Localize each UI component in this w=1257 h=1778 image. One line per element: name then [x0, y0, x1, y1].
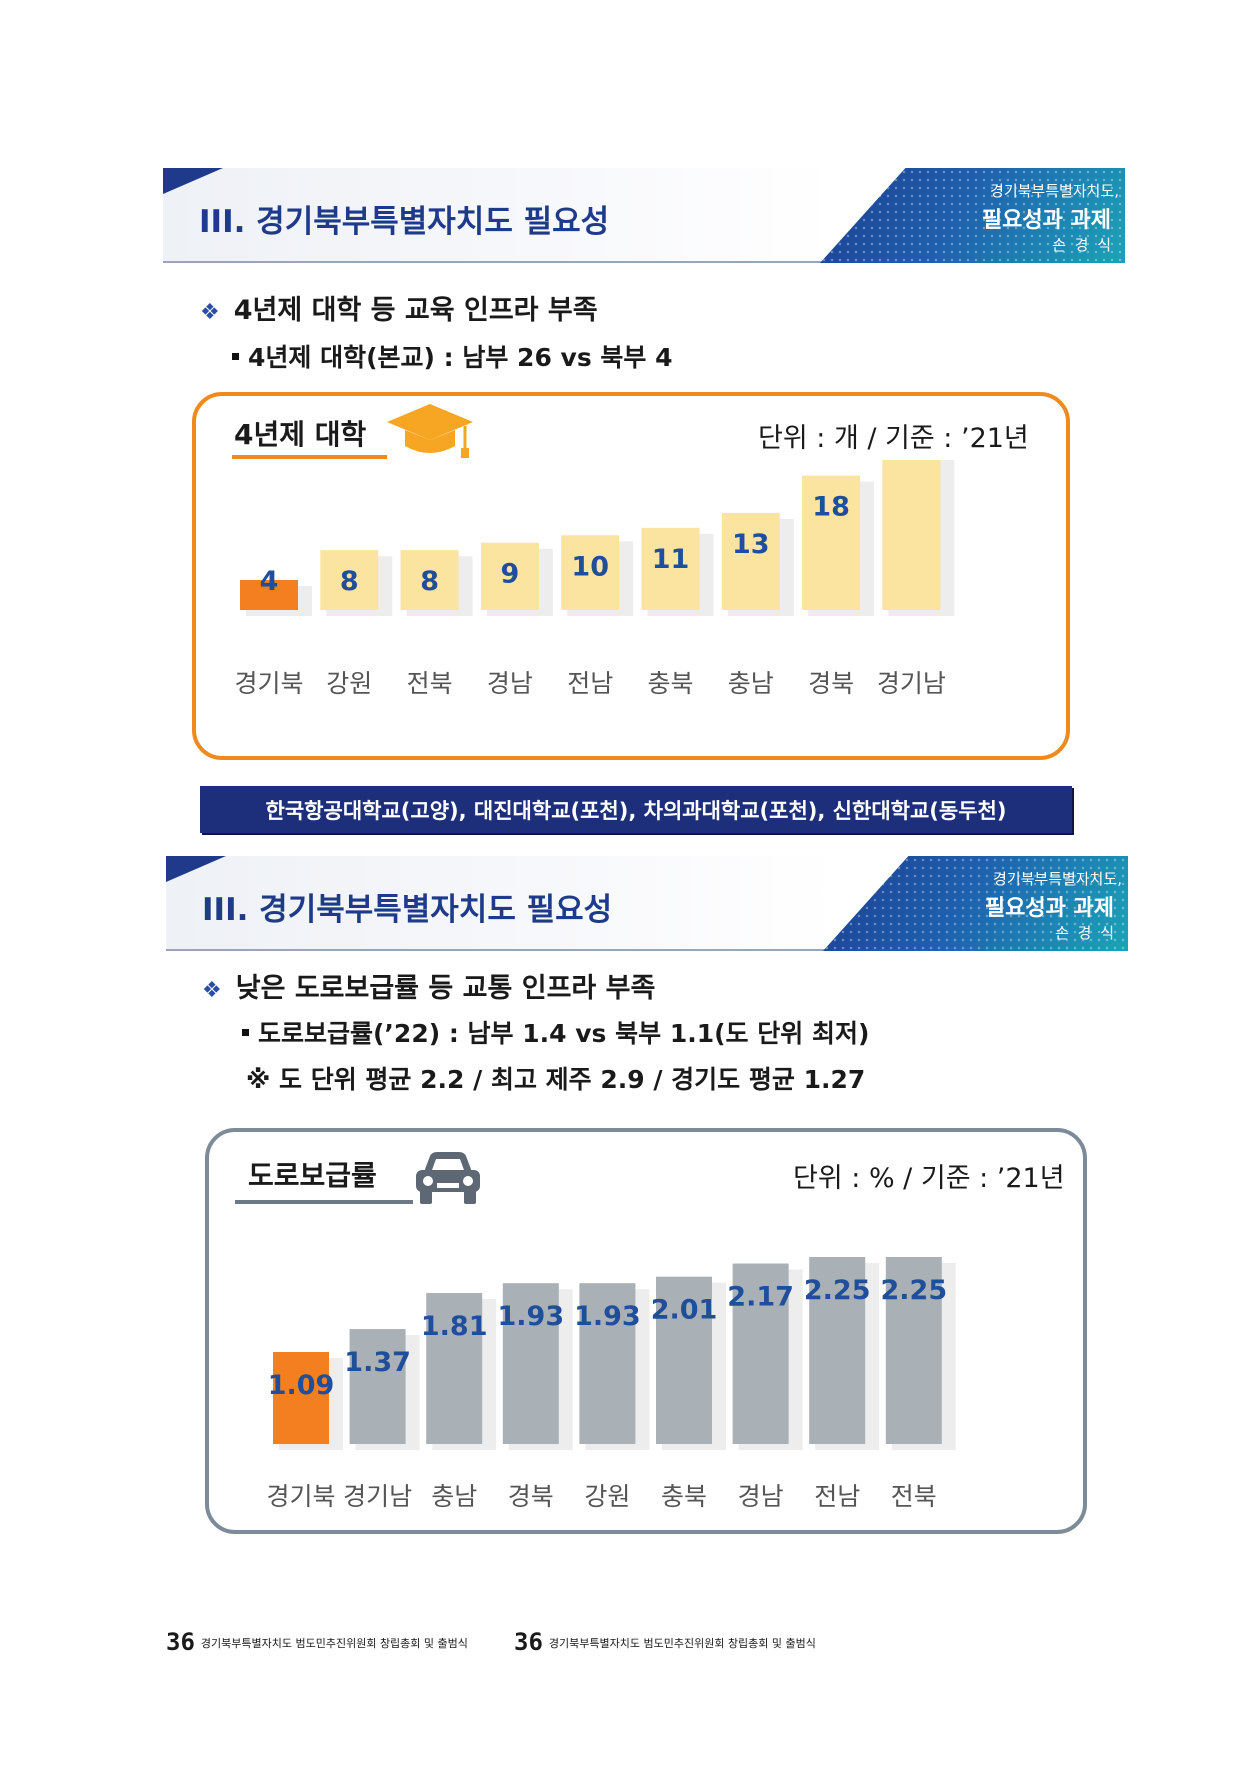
unit-label: 단위 : % / 기준 : ’21년	[793, 1163, 1065, 1194]
square-bullet-icon	[232, 352, 239, 360]
footer-right: 36 경기북부특별자치도 범도민추진위원회 창립총회 및 출범식	[514, 1628, 816, 1656]
category-label: 강원	[326, 669, 372, 698]
bar-경기남	[349, 1329, 406, 1444]
bullet-main-2: ❖ 낮은 도로보급률 등 교통 인프라 부족	[202, 966, 655, 1005]
university-list-banner: 한국항공대학교(고양), 대진대학교(포천), 차의과대학교(포천), 신한대학…	[200, 786, 1072, 833]
bar-충남	[721, 512, 780, 610]
square-bullet-icon	[242, 1028, 249, 1036]
badge-line-3: 손 경 식	[1052, 236, 1113, 254]
value-label: 8	[340, 566, 359, 597]
badge-line-3: 손 경 식	[1055, 924, 1116, 942]
category-label: 충남	[431, 1482, 477, 1511]
value-label: 13	[732, 529, 770, 560]
bar-경남	[480, 542, 539, 610]
category-label: 전북	[891, 1482, 937, 1511]
value-label: 2.25	[804, 1275, 871, 1306]
section-header-1: III. 경기북부특별자치도 필요성 경기북부특별자치도, 필요성과 과제 손 …	[163, 168, 1125, 263]
bullet-note-2: ※ 도 단위 평균 2.2 / 최고 제주 2.9 / 경기도 평균 1.27	[246, 1065, 866, 1094]
bar-경기남	[882, 460, 941, 610]
badge-line-1: 경기북부특별자치도,	[990, 182, 1119, 200]
header-underline	[166, 949, 1128, 951]
bar-경기북	[273, 1352, 329, 1444]
bullet-main-text: 4년제 대학 등 교육 인프라 부족	[233, 295, 598, 326]
category-label: 전남	[567, 669, 613, 698]
category-label: 경북	[808, 669, 854, 698]
bar-강원	[320, 550, 379, 610]
category-label: 경남	[738, 1482, 784, 1511]
bar-경남	[732, 1263, 789, 1444]
section-header-2: III. 경기북부특별자치도 필요성 경기북부특별자치도, 필요성과 과제 손 …	[166, 856, 1128, 951]
value-label: 9	[501, 559, 520, 590]
road-ratio-bar-chart: 1.09 경기북 1.37 경기남 1.81 충남 1.93 경북 1.93 강원 2.01 충북 2.…	[266, 1257, 956, 1511]
value-label: 1.93	[574, 1301, 641, 1332]
value-label: 18	[812, 492, 850, 523]
value-label: 1.93	[497, 1301, 564, 1332]
section-title: III. 경기북부특별자치도 필요성	[202, 892, 613, 928]
chart-title: 도로보급률	[248, 1159, 377, 1192]
category-label: 전남	[814, 1482, 860, 1511]
bullet-sub-text: 4년제 대학(본교) : 남부 26 vs 북부 4	[248, 343, 673, 372]
value-label: 11	[652, 544, 690, 575]
bar-경북	[802, 475, 861, 610]
value-label: 1.09	[268, 1370, 335, 1401]
value-label: 10	[571, 551, 609, 582]
graduation-cap-icon	[387, 404, 473, 458]
bar-전북	[885, 1257, 942, 1444]
category-label: 전북	[407, 669, 453, 698]
category-label: 강원	[584, 1482, 630, 1511]
category-label: 경남	[487, 669, 533, 698]
bar-전남	[561, 535, 620, 610]
page-number: 36	[514, 1628, 543, 1656]
bar-전북	[400, 550, 459, 610]
bar-경북	[502, 1283, 559, 1444]
value-label: 8	[420, 566, 439, 597]
category-label: 경북	[508, 1482, 554, 1511]
bar-충북	[656, 1276, 712, 1444]
value-label: 1.37	[344, 1347, 411, 1378]
badge-line-2: 필요성과 과제	[981, 208, 1111, 233]
bar-전남	[809, 1257, 866, 1444]
bullet-sub-2: 도로보급률(’22) : 남부 1.4 vs 북부 1.1(도 단위 최저)	[242, 1014, 869, 1050]
category-label: 충북	[647, 669, 693, 698]
header-underline	[163, 261, 1125, 263]
category-label: 경기북	[266, 1482, 335, 1511]
diamond-bullet-icon: ❖	[202, 978, 222, 1003]
bullet-sub-1: 4년제 대학(본교) : 남부 26 vs 북부 4	[232, 338, 673, 374]
value-label: 26	[893, 460, 931, 463]
car-icon	[416, 1152, 480, 1204]
footer-text: 경기북부특별자치도 범도민추진위원회 창립총회 및 출범식	[200, 1637, 468, 1650]
badge-line-1: 경기북부특별자치도,	[993, 870, 1122, 888]
universities-bar-chart: 4 경기북 8 강원 8 전북 9 경남 10 전남 11 충북 13 충남 18 경북 26 경기남	[234, 460, 955, 698]
bar-경기북	[240, 580, 298, 610]
footer-left: 36 경기북부특별자치도 범도민추진위원회 창립총회 및 출범식	[166, 1628, 468, 1656]
category-label: 충북	[661, 1482, 707, 1511]
unit-label: 단위 : 개 / 기준 : ’21년	[758, 423, 1029, 454]
value-label: 2.17	[727, 1282, 794, 1313]
page-number: 36	[166, 1628, 195, 1656]
value-label: 1.81	[421, 1311, 488, 1342]
chart-title-underline	[235, 1200, 413, 1204]
category-label: 경기북	[234, 669, 303, 698]
bar-충남	[426, 1293, 483, 1444]
section-title: III. 경기북부특별자치도 필요성	[199, 204, 610, 240]
bullet-main-1: ❖ 4년제 대학 등 교육 인프라 부족	[200, 288, 598, 327]
bar-충북	[641, 527, 700, 610]
chart-title-underline	[232, 455, 387, 459]
category-label: 경기남	[877, 669, 946, 698]
value-label: 2.01	[651, 1295, 718, 1326]
category-label: 경기남	[343, 1482, 412, 1511]
bullet-main-text: 낮은 도로보급률 등 교통 인프라 부족	[235, 973, 656, 1004]
header-corner-accent	[163, 168, 223, 194]
value-label: 4	[260, 566, 279, 597]
bullet-sub-text: 도로보급률(’22) : 남부 1.4 vs 북부 1.1(도 단위 최저)	[258, 1019, 870, 1048]
bar-강원	[579, 1283, 636, 1444]
footer-text: 경기북부특별자치도 범도민추진위원회 창립총회 및 출범식	[548, 1637, 816, 1650]
header-corner-accent	[166, 856, 226, 882]
badge-line-2: 필요성과 과제	[984, 896, 1114, 921]
value-label: 2.25	[880, 1275, 947, 1306]
diamond-bullet-icon: ❖	[200, 300, 220, 325]
category-label: 충남	[728, 669, 774, 698]
chart-title: 4년제 대학	[234, 418, 367, 451]
